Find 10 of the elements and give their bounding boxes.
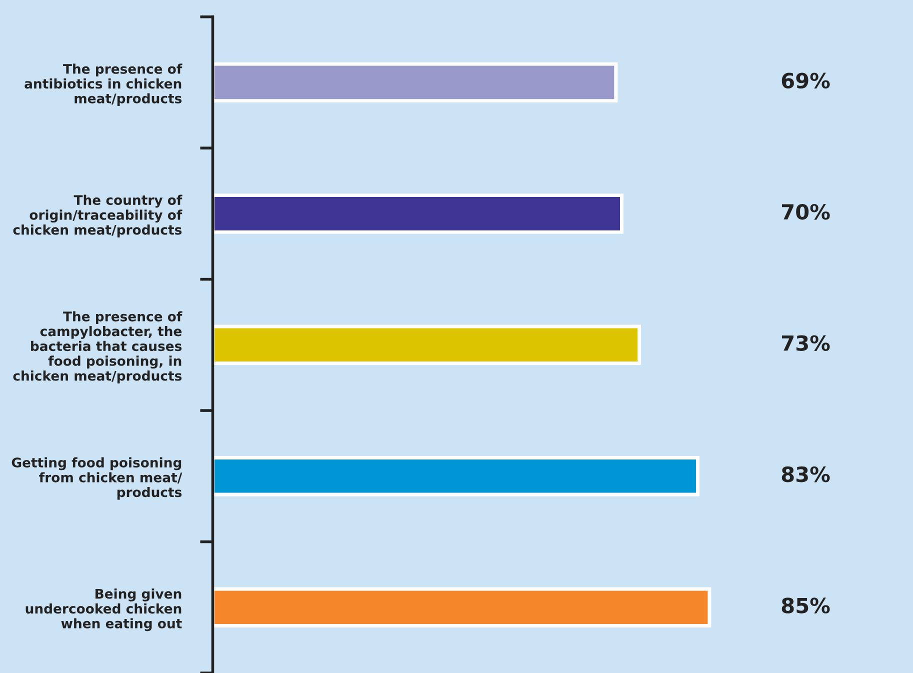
data-label: 83% [782,466,830,482]
data-label: 69% [782,72,830,88]
data-label: 73% [782,335,830,351]
y-tick-label: Being given undercooked chicken when eating out [26,588,182,632]
y-tick-label: The country of origin/traceability of chicken meat/products [13,194,182,238]
y-tick-label: Getting food poisoning from chicken meat/ products [12,457,182,500]
data-label: 70% [782,204,830,220]
y-tick-label: The presence of antibiotics in chicken meat/products [24,64,182,106]
y-tick-label: The presence of campylobacter, the bacteria that causes food poisoning, in chicken meat/products [13,311,182,384]
data-label: 85% [782,598,830,614]
